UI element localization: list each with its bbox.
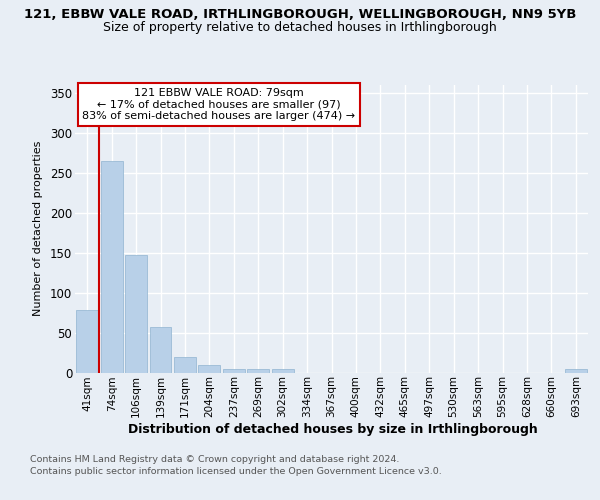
Bar [174, 358, 196, 372]
Bar [565, 370, 587, 372]
Bar [101, 161, 122, 372]
Bar [125, 255, 147, 372]
Text: 121, EBBW VALE ROAD, IRTHLINGBOROUGH, WELLINGBOROUGH, NN9 5YB: 121, EBBW VALE ROAD, IRTHLINGBOROUGH, WE… [24, 8, 576, 20]
Y-axis label: Number of detached properties: Number of detached properties [33, 141, 43, 316]
Bar [223, 368, 245, 372]
Bar [149, 327, 172, 372]
Text: Size of property relative to detached houses in Irthlingborough: Size of property relative to detached ho… [103, 21, 497, 34]
Bar [272, 368, 293, 372]
Bar [199, 364, 220, 372]
Bar [247, 368, 269, 372]
Text: Contains HM Land Registry data © Crown copyright and database right 2024.: Contains HM Land Registry data © Crown c… [30, 455, 400, 464]
Text: Contains public sector information licensed under the Open Government Licence v3: Contains public sector information licen… [30, 467, 442, 476]
Text: 121 EBBW VALE ROAD: 79sqm
← 17% of detached houses are smaller (97)
83% of semi-: 121 EBBW VALE ROAD: 79sqm ← 17% of detac… [82, 88, 355, 121]
Text: Distribution of detached houses by size in Irthlingborough: Distribution of detached houses by size … [128, 422, 538, 436]
Bar [76, 310, 98, 372]
